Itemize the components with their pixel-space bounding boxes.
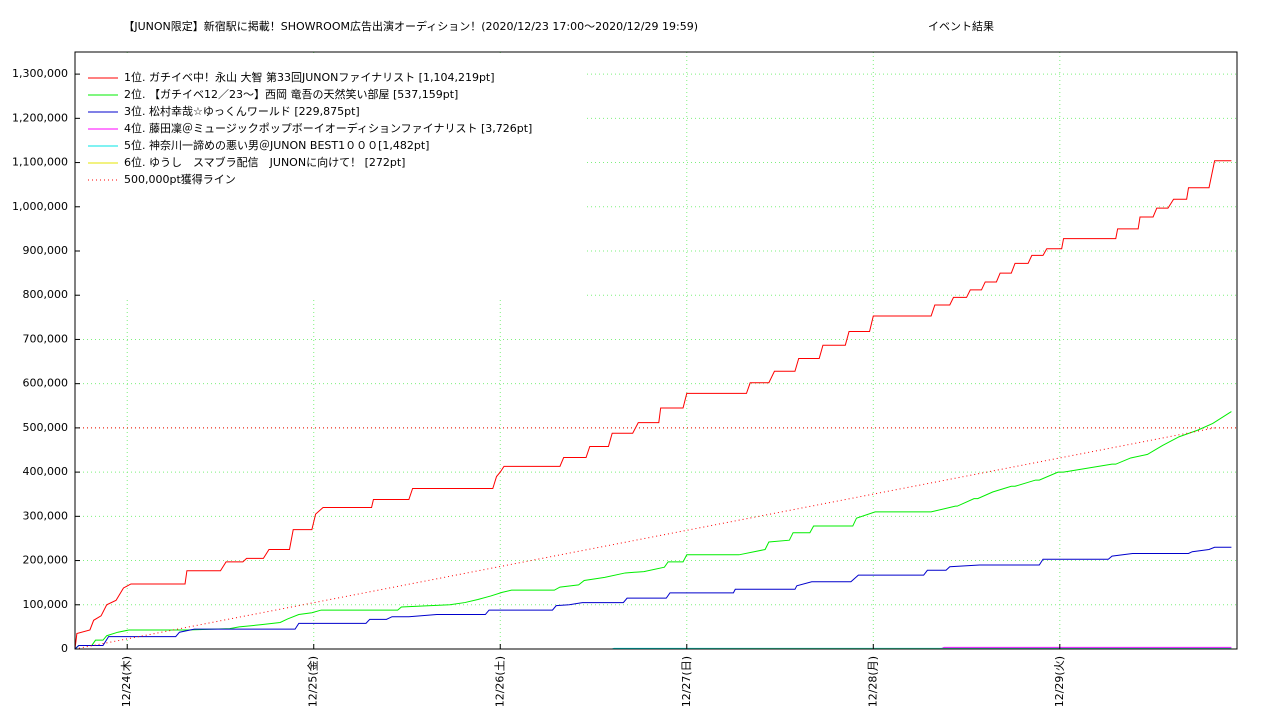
x-tick-label: 12/27(日) [680, 656, 693, 707]
y-tick-label: 800,000 [23, 288, 69, 301]
y-tick-label: 300,000 [23, 509, 69, 522]
legend-label: 3位. 松村幸哉☆ゆっくんワールド [229,875pt] [124, 104, 360, 118]
y-tick-label: 200,000 [23, 554, 69, 567]
x-tick-label: 12/25(金) [306, 656, 320, 707]
y-tick-label: 1,300,000 [12, 67, 68, 80]
y-tick-label: 700,000 [23, 332, 69, 345]
y-tick-label: 400,000 [23, 465, 69, 478]
y-tick-label: 500,000 [23, 421, 69, 434]
y-tick-label: 1,000,000 [12, 200, 68, 213]
legend-label: 2位. 【ガチイベ12／23〜】西岡 竜吾の天然笑い部屋 [537,159pt] [124, 87, 458, 101]
x-tick-label: 12/24(木) [120, 656, 133, 707]
y-tick-label: 1,200,000 [12, 111, 68, 124]
legend-label: 4位. 藤田凜＠ミュージックポップボーイオーディションファイナリスト [3,72… [124, 121, 532, 135]
y-tick-label: 1,100,000 [12, 156, 68, 169]
y-tick-label: 100,000 [23, 598, 69, 611]
legend-label: 1位. ガチイベ中！永山 大智 第33回JUNONファイナリスト [1,104,… [124, 70, 495, 84]
y-tick-label: 900,000 [23, 244, 69, 257]
y-tick-label: 600,000 [23, 377, 69, 390]
x-tick-label: 12/29(火) [1053, 656, 1066, 707]
chart-title: 【JUNON限定】新宿駅に掲載！SHOWROOM広告出演オーディション！(202… [123, 19, 698, 33]
legend-label: 6位. ゆうし スマブラ配信 JUNONに向けて！ [272pt] [124, 155, 405, 169]
legend-label: 5位. 神奈川一諦めの悪い男＠JUNON BEST1０００[1,482pt] [124, 138, 429, 152]
y-tick-label: 0 [61, 642, 68, 655]
chart-subtitle: イベント結果 [928, 19, 994, 33]
legend-label: 500,000pt獲得ライン [124, 173, 236, 186]
x-tick-label: 12/28(月) [866, 656, 879, 707]
x-tick-label: 12/26(土) [493, 656, 506, 707]
